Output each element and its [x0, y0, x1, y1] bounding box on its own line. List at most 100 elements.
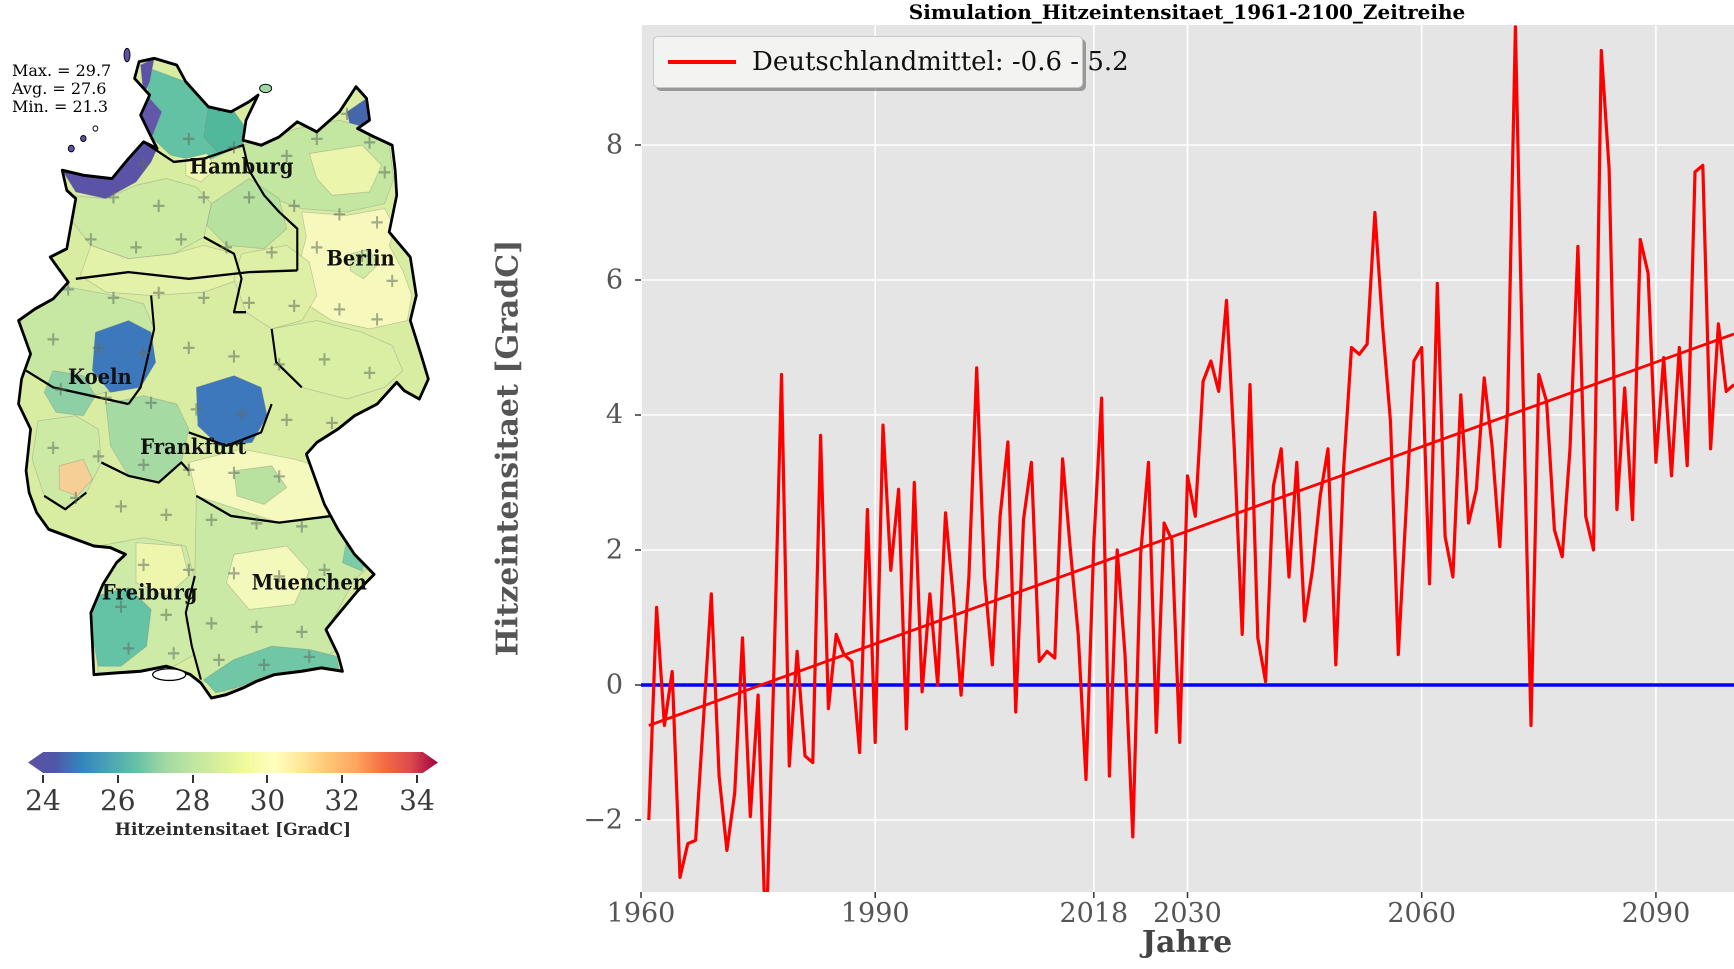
stat-max: Max. = 29.7 [12, 61, 112, 80]
city-label-koeln: Koeln [68, 364, 132, 389]
x-tick-2090: 2090 [1621, 898, 1691, 929]
lake-constance [152, 668, 187, 682]
svg-text:+: + [264, 241, 279, 264]
colorbar-tickmark [116, 775, 119, 783]
svg-text:+: + [159, 603, 174, 626]
svg-text:+: + [370, 308, 385, 331]
svg-text:+: + [46, 328, 61, 351]
svg-text:+: + [181, 558, 196, 581]
y-tick-0: 0 [605, 669, 623, 701]
x-tick-1990: 1990 [840, 898, 910, 929]
x-tick-2060: 2060 [1387, 898, 1457, 929]
svg-text:+: + [106, 186, 121, 209]
city-label-berlin: Berlin [326, 245, 394, 270]
svg-text:+: + [370, 211, 385, 234]
svg-text:+: + [174, 228, 189, 251]
colorbar-tick-label: 30 [249, 784, 286, 817]
svg-text:+: + [196, 186, 211, 209]
islands [67, 47, 273, 153]
svg-text:+: + [332, 298, 347, 321]
svg-text:+: + [113, 495, 128, 518]
svg-text:+: + [287, 194, 302, 217]
stat-avg: Avg. = 27.6 [12, 79, 107, 98]
svg-text:+: + [309, 127, 324, 150]
svg-text:+: + [136, 341, 151, 364]
map-stats: Max. = 29.7 Avg. = 27.6 Min. = 21.3 [12, 62, 111, 116]
x-tick-2018: 2018 [1059, 898, 1129, 929]
colorbar-tickmark [341, 775, 344, 783]
svg-text:+: + [46, 436, 61, 459]
axis-tick-marks [635, 144, 1657, 898]
x-axis-label: Jahre [1141, 925, 1233, 960]
svg-text:+: + [181, 458, 196, 481]
colorbar-gradient [28, 752, 438, 773]
germany-choropleth-map: + + + + + + + + + + + + + + + + + + + + + + + + + + + + + + + + + + + + + + + +… [17, 47, 430, 700]
svg-text:+: + [332, 202, 347, 225]
city-label-muenchen: Muenchen [252, 569, 367, 594]
colorbar-tickmark [42, 775, 44, 783]
state-borders [25, 140, 333, 680]
svg-text:+: + [196, 286, 211, 309]
svg-text:+: + [226, 562, 241, 585]
svg-text:+: + [128, 236, 143, 259]
svg-text:+: + [385, 269, 400, 292]
city-label-hamburg: Hamburg [190, 154, 294, 179]
colorbar-tickmark [416, 775, 418, 783]
svg-text:+: + [204, 508, 219, 531]
svg-text:+: + [354, 244, 369, 267]
svg-text:+: + [53, 378, 68, 401]
germany-outline [17, 56, 430, 700]
plot-data-lines [641, 25, 1734, 892]
svg-text:+: + [324, 411, 339, 434]
y-tick-8: 8 [605, 129, 623, 161]
series-line [647, 25, 1734, 892]
svg-text:+: + [151, 281, 166, 304]
svg-text:+: + [226, 461, 241, 484]
svg-text:+: + [83, 228, 98, 251]
svg-text:+: + [302, 645, 317, 668]
y-tick--2: −2 [583, 804, 623, 836]
svg-text:+: + [219, 236, 234, 259]
y-tick-4: 4 [605, 399, 623, 431]
svg-text:+: + [279, 144, 294, 167]
svg-text:+: + [91, 445, 106, 468]
svg-text:+: + [181, 127, 196, 150]
svg-text:+: + [98, 386, 113, 409]
svg-text:+: + [181, 336, 196, 359]
y-tick-6: 6 [605, 264, 623, 296]
colorbar-tickmark [266, 775, 269, 783]
station-markers: + + + + + + + + + + + + + + + + + + + + + + + + + + + + + + + + + + + + + + + +… [46, 94, 400, 677]
colorbar-tick-label: 34 [399, 784, 435, 817]
svg-text:+: + [241, 291, 256, 314]
svg-text:+: + [317, 348, 332, 371]
map-districts: + + + + + + + + + + + + + + + + + + + + + + + + + + + + + + + + + + + + + + + +… [18, 58, 429, 698]
svg-text:+: + [121, 637, 136, 660]
svg-text:+: + [249, 615, 264, 638]
svg-text:+: + [136, 152, 151, 175]
svg-text:+: + [272, 565, 287, 588]
colorbar-tick-label: 32 [324, 784, 361, 817]
svg-text:+: + [159, 503, 174, 526]
svg-text:+: + [226, 136, 241, 159]
svg-text:+: + [249, 511, 264, 534]
x-tick-2030: 2030 [1153, 898, 1222, 929]
colorbar-tick-label: 28 [174, 784, 211, 817]
x-tick-1960: 1960 [606, 898, 676, 929]
colorbar-tickmark [191, 775, 194, 783]
svg-text:+: + [113, 595, 128, 618]
svg-text:+: + [241, 186, 256, 209]
svg-text:+: + [211, 648, 226, 671]
legend-line-sample [668, 60, 736, 64]
trend-line [648, 332, 1734, 727]
svg-text:+: + [377, 161, 392, 184]
svg-text:+: + [272, 465, 287, 488]
svg-text:+: + [294, 620, 309, 643]
svg-text:+: + [204, 612, 219, 635]
legend-box: Deutschlandmittel: -0.6 - 5.2 [653, 36, 1129, 88]
city-label-freiburg: Freiburg [102, 579, 198, 604]
y-axis-label: Hitzeintensitaet [GradC] [490, 239, 526, 657]
y-tick-2: 2 [605, 534, 623, 566]
svg-text:+: + [166, 642, 181, 665]
